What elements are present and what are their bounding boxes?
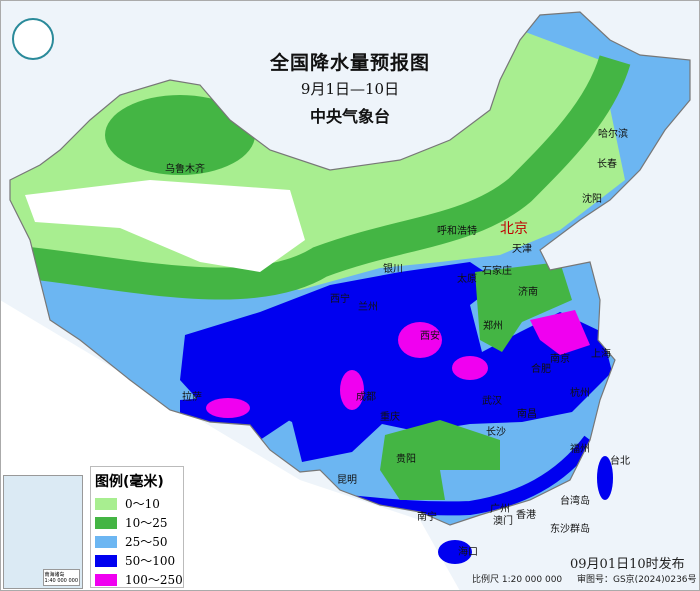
city-label: 乌鲁木齐 [165,164,205,175]
city-label: 银川 [383,264,403,275]
forecast-period: 9月1日—10日 [300,80,400,98]
zone-100-250 [398,322,442,358]
city-label: 广州 [490,504,510,515]
south-china-sea-inset: 南海诸岛 1:40 000 000 [3,475,83,589]
legend-label: 0～10 [125,497,160,511]
taiwan-island [597,456,613,500]
city-label: 石家庄 [482,266,512,277]
city-label: 哈尔滨 [598,129,628,140]
city-label: 杭州 [570,388,590,399]
legend-item: 100～250 [95,570,183,589]
city-label: 香港 [516,510,536,521]
city-label: 台湾岛 [560,496,590,507]
legend-swatch [95,535,117,548]
city-label: 兰州 [358,302,378,313]
city-label: 福州 [570,444,590,455]
legend-label: 10～25 [125,516,168,530]
city-label: 合肥 [531,364,551,375]
legend-label: 25～50 [125,535,168,549]
legend-title: 图例(毫米) [95,474,164,490]
issuer: 中央气象台 [309,107,390,126]
city-label: 西安 [420,331,440,342]
legend-label: 50～100 [125,554,176,568]
city-label: 台北 [610,456,630,467]
legend-item: 25～50 [95,532,183,551]
legend-swatch [95,497,117,510]
legend-label: 100～250 [125,573,183,587]
city-label: 成都 [356,392,376,403]
city-label: 济南 [518,287,538,298]
hainan-island [438,540,472,564]
city-label: 呼和浩特 [437,226,477,237]
city-label: 重庆 [380,412,400,423]
zone-10-25-guizhou [380,420,500,500]
zone-10-25-shandong [475,262,572,352]
city-label: 上海 [591,349,611,360]
zone-100-250 [206,398,250,418]
zone-100-250 [452,356,488,380]
city-label: 南京 [550,354,570,365]
legend: 图例(毫米) 0～10 10～25 25～50 50～100 100～250 [90,466,184,588]
zone-100-250 [530,310,590,355]
legend-item: 10～25 [95,513,183,532]
city-label: 南昌 [517,409,537,420]
zone-100-250 [340,370,364,410]
legend-swatch [95,554,117,567]
city-label: 西宁 [330,294,350,305]
review-number: 审图号：GS京(2024)0236号 [577,575,697,585]
legend-swatch [95,516,117,529]
legend-item: 50～100 [95,551,183,570]
map-scale: 比例尺 1:20 000 000 [472,575,563,585]
city-label: 拉萨 [182,392,202,403]
zone-50-100 [180,262,612,462]
city-label: 南宁 [417,512,437,523]
city-label: 昆明 [337,475,357,486]
city-label: 郑州 [483,321,503,332]
city-label: 长春 [597,159,617,170]
city-label: 海口 [458,547,478,558]
city-label: 贵阳 [396,454,416,465]
city-label: 北京 [500,221,528,237]
zone-10-25-xinjiang [105,95,255,175]
map-title: 全国降水量预报图 [269,52,430,74]
city-label: 太原 [457,274,477,285]
cma-logo [12,18,54,60]
city-label: 天津 [512,244,532,255]
zone-none [25,180,305,272]
city-label: 东沙群岛 [550,524,590,535]
city-label: 澳门 [493,516,513,527]
inset-scale: 南海诸岛 1:40 000 000 [42,569,80,586]
legend-swatch [95,573,117,586]
zone-10-25-band [18,54,631,300]
legend-item: 0～10 [95,494,183,513]
city-label: 长沙 [486,427,506,438]
city-label: 武汉 [482,396,502,407]
city-label: 沈阳 [582,194,602,205]
publish-time: 09月01日10时发布 [570,557,685,572]
